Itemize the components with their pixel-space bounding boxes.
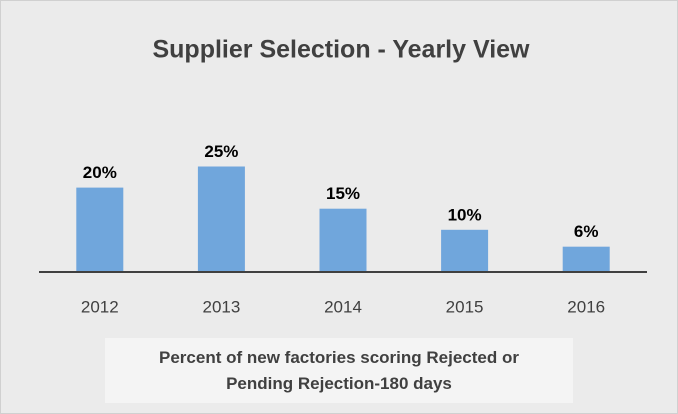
bar (197, 166, 245, 272)
data-label: 6% (574, 222, 599, 241)
bar (562, 246, 610, 272)
chart-title: Supplier Selection - Yearly View (152, 36, 530, 64)
data-label: 25% (204, 142, 238, 161)
x-tick-label: 2012 (81, 297, 119, 316)
bar (76, 187, 124, 272)
data-label: 10% (448, 205, 482, 224)
data-label: 20% (83, 163, 117, 182)
data-label: 15% (326, 184, 360, 203)
bar (319, 208, 367, 272)
bar (441, 229, 489, 272)
x-tick-label: 2013 (202, 297, 240, 316)
x-tick-label: 2016 (567, 297, 605, 316)
x-tick-label: 2014 (324, 297, 362, 316)
x-tick-label: 2015 (446, 297, 484, 316)
x-axis-label: Percent of new factories scoring Rejecte… (105, 338, 573, 403)
